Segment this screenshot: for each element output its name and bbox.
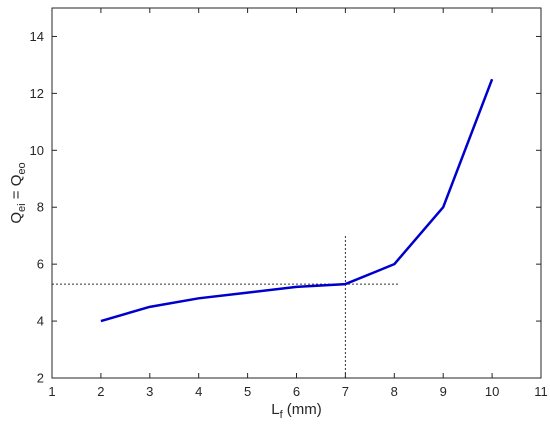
y-tick-label: 14 <box>30 29 44 44</box>
x-tick-label: 4 <box>195 384 202 399</box>
y-axis: 2 4 6 8 10 12 14 <box>30 29 541 386</box>
y-tick-label: 12 <box>30 86 44 101</box>
y-tick-label: 6 <box>37 257 44 272</box>
y-tick-label: 2 <box>37 371 44 386</box>
x-tick-label: 1 <box>48 384 55 399</box>
y-axis-label: Qei = Qeo <box>8 162 28 223</box>
series-layer <box>100 78 494 323</box>
x-tick-label: 10 <box>485 384 499 399</box>
x-tick-label: 5 <box>244 384 251 399</box>
x-tick-label: 2 <box>97 384 104 399</box>
plot-area-frame <box>51 7 542 379</box>
x-axis: 1 2 3 4 5 6 7 8 9 10 11 <box>48 8 548 399</box>
series-line <box>100 78 494 323</box>
x-tick-label: 7 <box>342 384 349 399</box>
y-tick-label: 8 <box>37 200 44 215</box>
y-tick-label: 10 <box>30 143 44 158</box>
x-tick-label: 3 <box>146 384 153 399</box>
x-tick-label: 8 <box>391 384 398 399</box>
x-tick-label: 9 <box>440 384 447 399</box>
x-axis-label: Lf (mm) <box>271 401 322 421</box>
x-tick-label: 11 <box>534 384 548 399</box>
x-tick-label: 6 <box>293 384 300 399</box>
reference-lines <box>52 235 400 378</box>
y-tick-label: 4 <box>37 314 44 329</box>
